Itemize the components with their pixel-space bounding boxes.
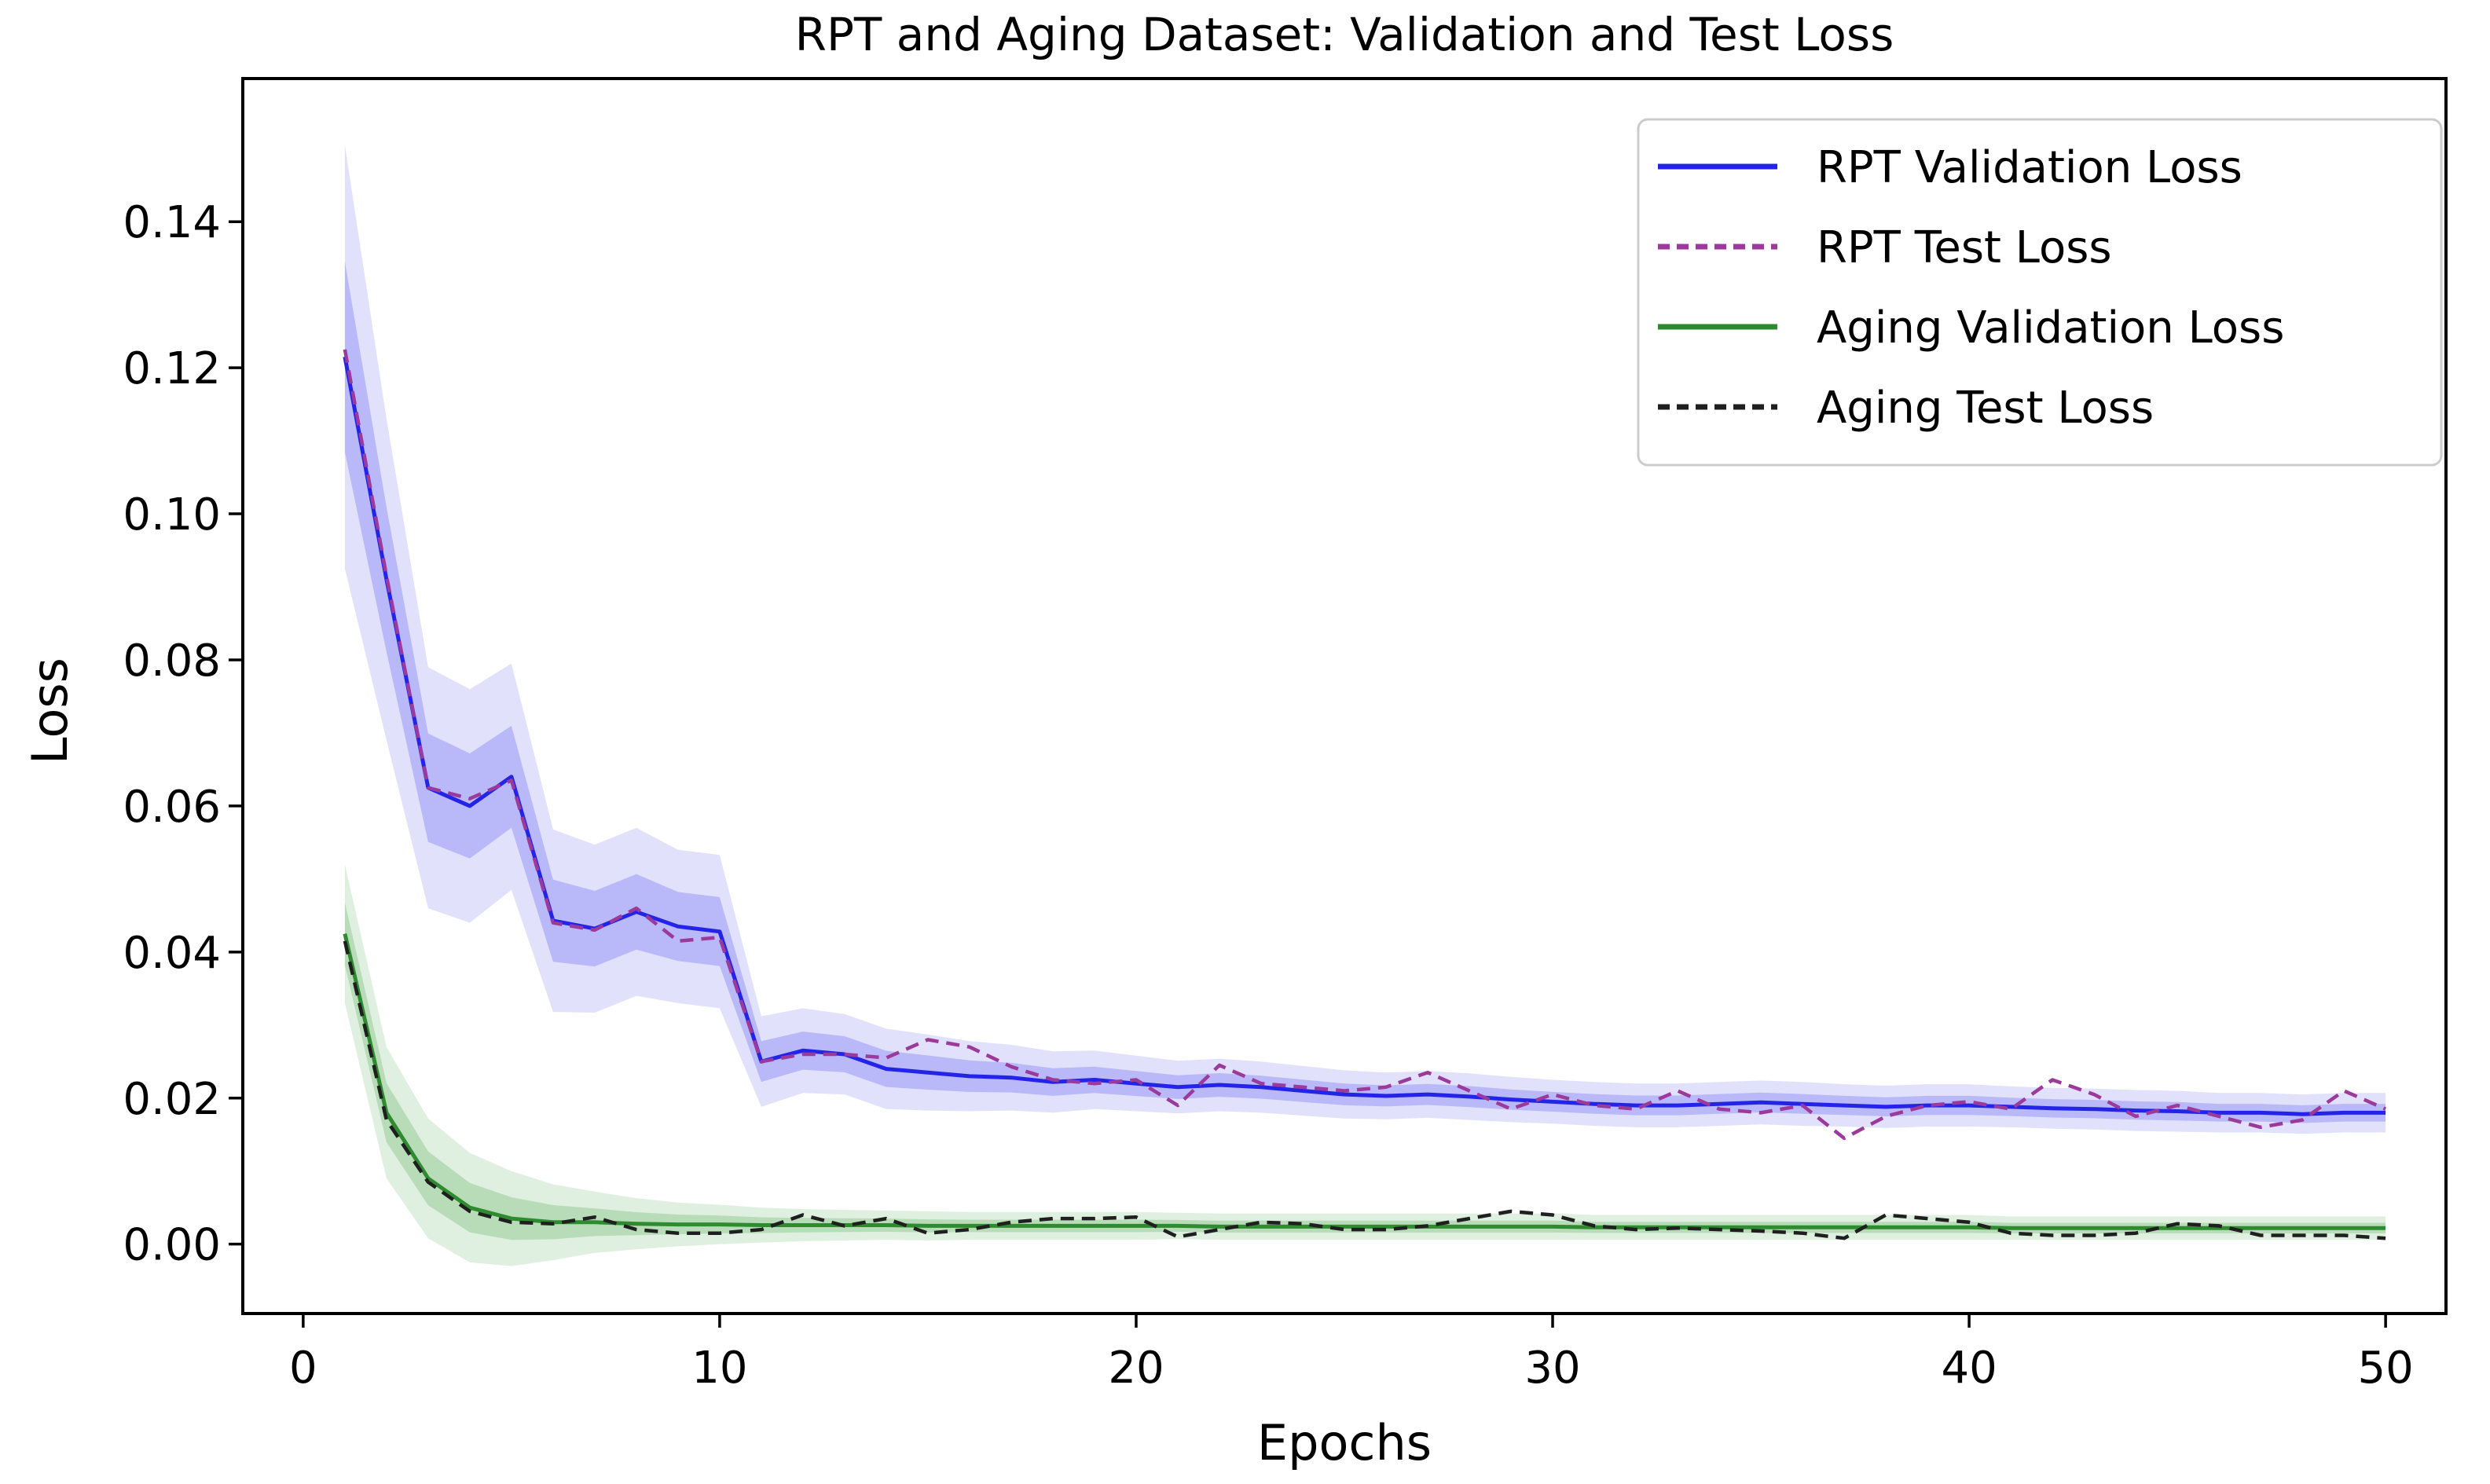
- y-tick-label: 0.14: [123, 197, 221, 248]
- x-tick-label: 30: [1524, 1343, 1580, 1394]
- series-line-rpt-test-loss: [343, 349, 2387, 1141]
- legend: RPT Validation Loss RPT Test Loss Aging Va…: [1637, 118, 2443, 467]
- y-tick-label: 0.12: [123, 343, 221, 394]
- axes-layer: 0 10 20 30 40 50 0.00 0.02 0.04 0.06 0.08 0.10 0.12 0…: [123, 77, 2448, 1394]
- y-tick-label: 0.00: [123, 1220, 221, 1271]
- x-tick-label: 10: [691, 1343, 747, 1394]
- y-tick-label: 0.10: [123, 489, 221, 540]
- band-outer-aging-validation-loss: [344, 864, 2386, 1266]
- x-tick-label: 0: [289, 1343, 317, 1394]
- x-axis-label: Epochs: [1257, 1414, 1432, 1471]
- x-tick-label: 50: [2358, 1343, 2414, 1394]
- series-line-aging-validation-loss: [343, 933, 2386, 1230]
- plot-border: [241, 77, 2448, 1315]
- x-tick-label: 20: [1108, 1343, 1164, 1394]
- y-tick-label: 0.02: [123, 1074, 221, 1125]
- chart-title: RPT and Aging Dataset: Validation and Te…: [795, 8, 1894, 61]
- legend-box: [1637, 118, 2443, 467]
- series-line-aging-test-loss: [343, 940, 2386, 1240]
- legend-label-aging-test-loss: Aging Test Loss: [1817, 383, 2154, 434]
- x-tick-label: 40: [1941, 1343, 1997, 1394]
- legend-label-rpt-test-loss: RPT Test Loss: [1817, 222, 2112, 273]
- y-tick-label: 0.04: [123, 928, 221, 979]
- series-lines-layer: [343, 349, 2387, 1240]
- y-tick-label: 0.08: [123, 636, 221, 687]
- y-axis-label: Loss: [21, 658, 79, 764]
- uncertainty-bands-layer: [344, 145, 2386, 1266]
- legend-label-aging-validation-loss: Aging Validation Loss: [1817, 302, 2284, 354]
- legend-label-rpt-validation-loss: RPT Validation Loss: [1817, 142, 2242, 193]
- y-tick-label: 0.06: [123, 782, 221, 833]
- band-inner-aging-validation-loss: [344, 902, 2386, 1240]
- series-line-rpt-validation-loss: [343, 356, 2386, 1116]
